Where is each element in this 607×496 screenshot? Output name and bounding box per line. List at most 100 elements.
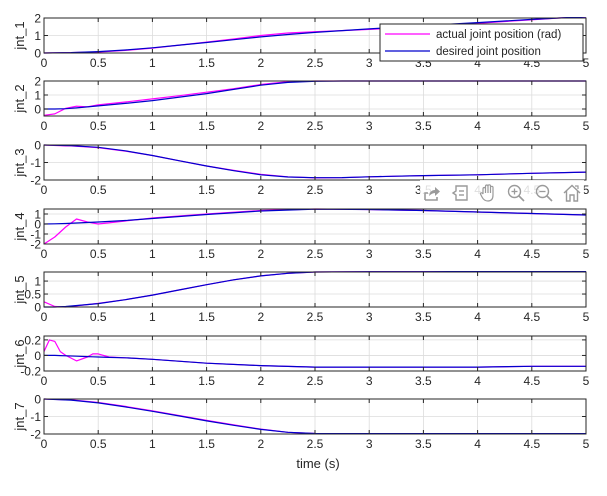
pan-icon [479,184,494,202]
x-tick-label: 4 [474,119,481,133]
x-tick-label: 2.5 [307,247,324,261]
x-tick-label: 2.5 [307,183,324,197]
export-icon [424,187,440,201]
y-tick-label: 2 [34,75,41,89]
y-axis-label: jnt_5 [12,275,27,304]
y-tick-label: 0 [34,47,41,61]
x-tick-label: 4.5 [523,437,540,451]
pan-button[interactable] [476,181,500,205]
x-tick-label: 0 [41,310,48,324]
x-tick-label: 0.5 [90,310,107,324]
x-tick-label: 1.5 [198,310,215,324]
home-icon [563,184,581,202]
zoom-out-button[interactable] [532,181,556,205]
x-tick-label: 5 [583,119,590,133]
y-axis-label: jnt_4 [12,212,27,241]
data-tips-icon [451,185,468,201]
x-tick-label: 4 [474,310,481,324]
x-tick-label: 0 [41,56,48,70]
x-tick-label: 1.5 [198,247,215,261]
x-tick-label: 2 [257,119,264,133]
x-tick-label: 1 [149,437,156,451]
x-tick-label: 0 [41,437,48,451]
y-tick-label: 1 [34,208,41,222]
x-tick-label: 3 [366,247,373,261]
x-tick-label: 0.5 [90,56,107,70]
x-tick-label: 4.5 [523,119,540,133]
x-tick-label: 5 [583,437,590,451]
zoom-out-icon [535,184,553,202]
x-tick-label: 3 [366,119,373,133]
y-tick-label: -2 [30,174,41,188]
x-tick-label: 1.5 [198,437,215,451]
desired-position-line [44,354,586,368]
x-tick-label: 2.5 [307,437,324,451]
y-tick-label: 0.5 [24,288,41,302]
x-tick-label: 4 [474,56,481,70]
x-tick-label: 4 [474,247,481,261]
x-tick-label: 3 [366,437,373,451]
x-tick-label: 0 [41,374,48,388]
zoom-in-icon [507,184,525,202]
x-tick-label: 4 [474,374,481,388]
y-tick-label: 1 [34,89,41,103]
legend-box [379,23,584,62]
x-tick-label: 2 [257,247,264,261]
y-tick-label: -1 [30,228,41,242]
legend[interactable]: actual joint position (rad) desired joint… [379,23,584,62]
x-tick-label: 3 [366,56,373,70]
x-tick-label: 0.5 [90,374,107,388]
x-tick-label: 0 [41,183,48,197]
y-tick-label: -1 [30,156,41,170]
y-tick-label: 0 [34,139,41,153]
x-tick-label: 1.5 [198,56,215,70]
x-tick-label: 2.5 [307,374,324,388]
x-tick-label: 0.5 [90,183,107,197]
axes-toolbar [420,180,584,206]
x-tick-label: 1 [149,310,156,324]
x-tick-label: 2 [257,374,264,388]
y-tick-label: 0 [34,218,41,232]
x-tick-label: 1 [149,56,156,70]
x-tick-label: 4.5 [523,247,540,261]
y-tick-label: 0.2 [24,333,41,347]
x-tick-label: 5 [583,247,590,261]
x-tick-label: 2.5 [307,310,324,324]
y-tick-label: -2 [30,238,41,252]
y-tick-label: 0 [34,393,41,407]
x-tick-label: 0.5 [90,119,107,133]
export-button[interactable] [420,181,444,205]
y-axis-label: jnt_3 [12,148,27,177]
x-tick-label: 3 [366,374,373,388]
x-tick-label: 0.5 [90,247,107,261]
x-axis-label: time (s) [296,456,339,471]
x-tick-label: 1.5 [198,119,215,133]
x-tick-label: 1 [149,119,156,133]
x-tick-label: 0 [41,119,48,133]
x-tick-label: 5 [583,374,590,388]
y-tick-label: 2 [34,12,41,26]
y-axis-label: jnt_2 [12,84,27,113]
x-tick-label: 0 [41,247,48,261]
home-button[interactable] [560,181,584,205]
zoom-in-button[interactable] [504,181,528,205]
x-tick-label: 4.5 [523,310,540,324]
data-tips-button[interactable] [448,181,472,205]
x-tick-label: 3.5 [415,374,432,388]
y-tick-label: -1 [30,410,41,424]
x-tick-label: 1 [149,374,156,388]
y-axis-label: jnt_6 [12,339,27,368]
x-tick-label: 1.5 [198,374,215,388]
y-tick-label: 0 [34,301,41,315]
y-axis-label: jnt_1 [12,21,27,50]
desired-position-line [44,17,586,54]
x-tick-label: 5 [583,183,590,197]
x-tick-label: 2.5 [307,119,324,133]
